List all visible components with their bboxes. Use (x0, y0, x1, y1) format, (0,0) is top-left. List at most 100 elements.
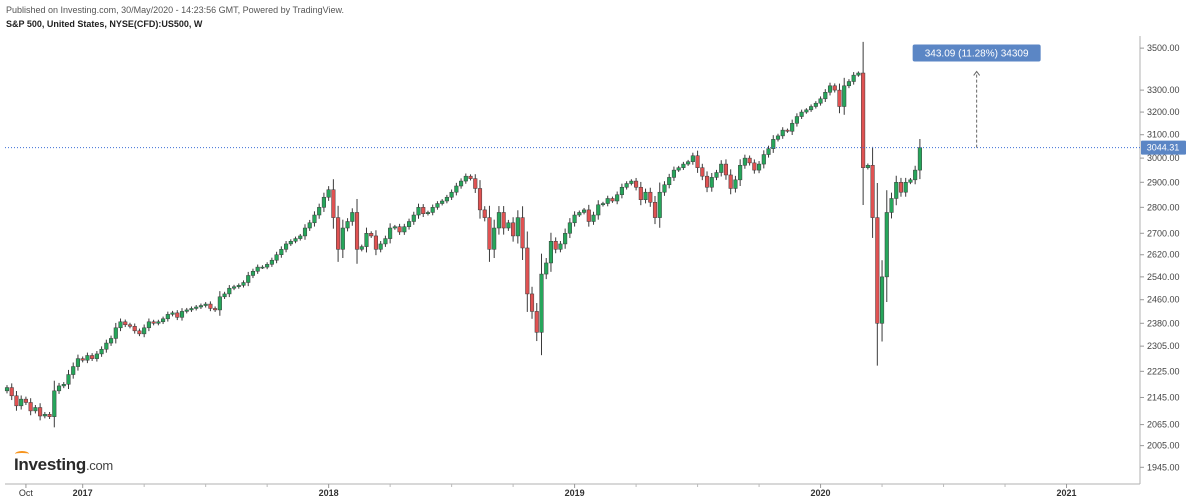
y-tick-label: 2305.00 (1147, 341, 1180, 351)
candle-up (794, 116, 799, 124)
candle-up (236, 285, 241, 288)
candle-up (156, 321, 161, 324)
candle-up (161, 318, 166, 323)
candle-up (217, 296, 222, 311)
y-tick-label: 1945.00 (1147, 462, 1180, 472)
candle-down (208, 303, 213, 309)
candle-down (728, 174, 733, 189)
candle-down (553, 241, 558, 250)
candle-up (454, 185, 459, 193)
candle-up (392, 226, 397, 229)
candle-up (629, 180, 634, 184)
candle-up (312, 214, 317, 224)
logo-suffix: .com (85, 458, 113, 473)
candle-down (487, 217, 492, 250)
candle-up (681, 163, 686, 168)
x-tick-label: 2020 (811, 488, 831, 498)
candle-up (865, 165, 870, 168)
candle-up (265, 264, 270, 268)
candle-up (908, 179, 913, 183)
published-info: Published on Investing.com, 30/May/2020 … (6, 5, 345, 15)
candle-up (813, 102, 818, 107)
candle-down (354, 212, 360, 250)
candle-up (255, 266, 260, 272)
candle-down (23, 398, 28, 403)
y-tick-label: 2620.00 (1147, 250, 1180, 260)
candle-down (369, 233, 374, 237)
x-tick-label: 2018 (319, 488, 339, 498)
candle-up (719, 163, 724, 173)
candle-up (459, 180, 464, 187)
candle-down (38, 407, 43, 417)
candle-up (435, 203, 440, 208)
x-tick-label: 2017 (73, 488, 93, 498)
candle-down (468, 175, 473, 179)
candle-down (501, 212, 506, 229)
candle-up (558, 243, 563, 250)
candle-down (175, 312, 180, 318)
candle-down (213, 308, 218, 311)
candle-down (14, 395, 19, 407)
candle-up (913, 169, 918, 181)
candle-up (738, 165, 743, 181)
candle-up (657, 191, 662, 218)
measure-label-box (912, 44, 1041, 62)
candle-down (700, 167, 705, 177)
candle-up (364, 233, 369, 247)
candle-up (388, 227, 393, 239)
candle-up (496, 212, 501, 229)
candle-up (189, 308, 194, 311)
candle-up (662, 184, 667, 193)
candle-down (123, 321, 128, 326)
candle-up (359, 246, 364, 250)
candle-down (137, 330, 142, 335)
axes-group: 3500.00 3300.00 3200.00 3100.00 3000.00 2900.… (5, 36, 1180, 498)
logo-swoosh-icon (15, 451, 29, 457)
candle-up (563, 233, 568, 245)
measure-arrow-icon (973, 70, 981, 76)
candle-down (132, 326, 137, 332)
candle-down (695, 155, 700, 168)
candle-up (317, 207, 322, 216)
candle-up (619, 186, 624, 195)
candle-down (861, 72, 866, 168)
candle-up (766, 148, 771, 155)
candle-up (667, 177, 672, 186)
y-tick-label: 2700.00 (1147, 228, 1180, 238)
x-tick-label: 2021 (1057, 488, 1077, 498)
candle-down (534, 311, 539, 333)
candle-up (903, 182, 908, 193)
candle-up (492, 227, 497, 250)
candle-up (775, 135, 781, 140)
candle-up (66, 374, 71, 385)
candle-up (170, 312, 175, 315)
candle-up (407, 221, 412, 227)
candle-up (676, 167, 681, 171)
candle-up (463, 175, 468, 182)
candle-up (42, 414, 47, 417)
candle-up (142, 327, 147, 335)
candle-up (827, 85, 833, 93)
candle-up (884, 212, 889, 278)
candle-up (279, 249, 284, 255)
candle-up (146, 321, 151, 329)
candle-up (548, 241, 554, 264)
candle-up (742, 157, 747, 166)
candle-up (321, 196, 326, 208)
candle-up (771, 139, 776, 149)
candle-up (856, 72, 861, 76)
x-tick-label: Oct (19, 488, 34, 498)
candle-up (577, 212, 582, 216)
candle-down (648, 191, 653, 203)
candle-up (799, 111, 804, 117)
candle-up (506, 222, 511, 229)
y-tick-label: 2005.00 (1147, 441, 1180, 451)
y-tick-label: 3500.00 (1147, 43, 1180, 53)
candle-up (582, 209, 587, 213)
candle-up (350, 212, 355, 222)
y-tick-label: 3300.00 (1147, 85, 1180, 95)
candle-up (690, 155, 695, 162)
candle-down (473, 178, 478, 189)
candle-up (298, 235, 303, 239)
